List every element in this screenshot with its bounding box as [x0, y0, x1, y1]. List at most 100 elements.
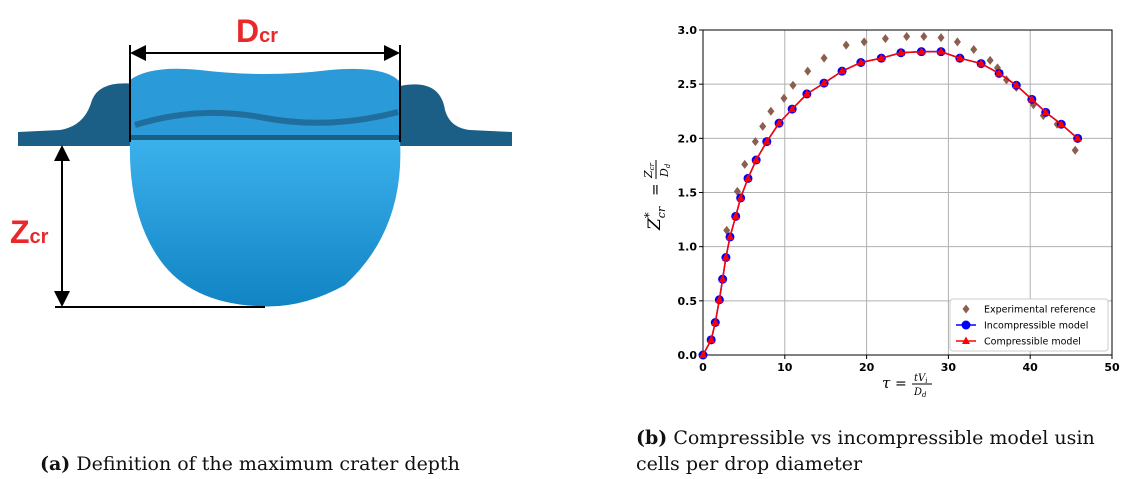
- y-num: Z: [642, 170, 655, 179]
- y-tick-label: 0.0: [678, 349, 698, 362]
- marker: [736, 193, 745, 201]
- marker: [977, 59, 986, 67]
- y-tick-label: 3.0: [678, 24, 698, 37]
- y-tick-label: 2.5: [678, 78, 698, 91]
- y-label-den: Dd: [658, 163, 672, 178]
- marker: [699, 350, 707, 358]
- x-tick-label: 50: [1104, 361, 1120, 374]
- caption-text: Definition of the maximum crater depth: [76, 453, 460, 475]
- x-num-sub: i: [925, 377, 927, 385]
- marker: [718, 274, 727, 283]
- y-tick-label: 1.5: [678, 187, 698, 200]
- d-symbol: D: [236, 13, 259, 49]
- marker: [995, 68, 1004, 77]
- marker: [715, 295, 724, 303]
- caption-a: (a) Definition of the maximum crater dep…: [40, 453, 460, 475]
- plot-frame: [702, 29, 1113, 356]
- marker: [723, 225, 731, 235]
- marker: [804, 66, 812, 76]
- y-label-symbol: Z*cr: [642, 206, 668, 231]
- marker: [820, 78, 829, 87]
- marker: [877, 53, 886, 62]
- marker: [860, 37, 868, 47]
- y-den: D: [658, 168, 671, 178]
- legend-label: Incompressible model: [984, 321, 1088, 332]
- x-num: tV: [914, 373, 927, 384]
- z-symbol: Z: [10, 214, 30, 250]
- marker: [937, 33, 945, 43]
- marker: [838, 66, 847, 75]
- marker: [733, 186, 741, 196]
- marker: [743, 173, 752, 182]
- marker: [707, 335, 716, 343]
- y-tick-label: 0.5: [678, 295, 698, 308]
- marker: [767, 106, 775, 116]
- legend-box: [949, 298, 1109, 352]
- marker: [1071, 145, 1079, 155]
- marker: [1012, 80, 1021, 89]
- y-num-sub: cr: [648, 162, 656, 170]
- d-subscript: cr: [259, 25, 278, 47]
- caption-text: cells per drop diameter: [636, 453, 863, 475]
- marker: [711, 318, 720, 326]
- marker: [917, 47, 926, 55]
- y-sub: cr: [655, 206, 668, 218]
- y-label-eq: =: [646, 183, 664, 196]
- x-den: D: [913, 387, 922, 398]
- marker: [789, 80, 797, 90]
- marker: [856, 58, 865, 66]
- y-sup: *: [642, 212, 656, 218]
- marker: [881, 34, 889, 44]
- marker: [759, 121, 767, 131]
- x-label-den: Dd: [913, 387, 927, 399]
- marker: [953, 37, 961, 47]
- x-den-sub: d: [922, 391, 927, 399]
- marker: [986, 55, 994, 65]
- marker: [820, 53, 828, 63]
- marker: [731, 211, 740, 220]
- d-label: Dcr: [236, 13, 278, 49]
- y-tick-label: 1.0: [678, 241, 698, 254]
- y-sym: Z: [645, 217, 665, 231]
- crater-illustration: Dcr Zcr: [10, 13, 512, 308]
- x-tick-label: 10: [777, 361, 793, 374]
- x-tick-label: 40: [1023, 361, 1039, 374]
- marker: [903, 32, 911, 41]
- z-label: Zcr: [10, 214, 49, 250]
- caption-tag: (b): [636, 427, 667, 449]
- marker: [955, 53, 964, 62]
- marker: [1027, 94, 1036, 103]
- caption-tag: (a): [40, 453, 70, 475]
- marker: [970, 45, 978, 54]
- chart: 0.0 0.5 1.0 1.5 2.0 2.5 3.0 0 10 20 30 40 50 Experime…: [642, 24, 1120, 399]
- marker: [962, 304, 970, 314]
- marker: [741, 159, 749, 169]
- marker: [752, 155, 761, 163]
- z-subscript: cr: [30, 226, 49, 248]
- marker: [896, 48, 905, 56]
- marker: [775, 118, 784, 127]
- marker: [937, 47, 946, 55]
- marker: [751, 137, 759, 147]
- marker: [721, 253, 730, 261]
- marker: [788, 104, 797, 113]
- x-tick-label: 20: [859, 361, 875, 374]
- x-tick-label: 0: [699, 361, 707, 374]
- legend: Experimental reference Incompressible mod…: [949, 298, 1109, 352]
- y-label-num: Zcr: [642, 162, 656, 179]
- marker: [842, 40, 850, 50]
- legend-label: Compressible model: [984, 337, 1081, 348]
- marker: [1041, 107, 1050, 116]
- marker: [762, 137, 771, 145]
- marker: [961, 320, 971, 330]
- marker: [920, 32, 928, 41]
- caption-b: (b) Compressible vs incompressible model…: [636, 427, 1095, 449]
- x-label-symbol: τ: [882, 374, 891, 392]
- marker: [802, 89, 811, 97]
- marker: [1073, 133, 1082, 142]
- marker: [962, 336, 970, 344]
- x-label-eq: =: [895, 376, 907, 392]
